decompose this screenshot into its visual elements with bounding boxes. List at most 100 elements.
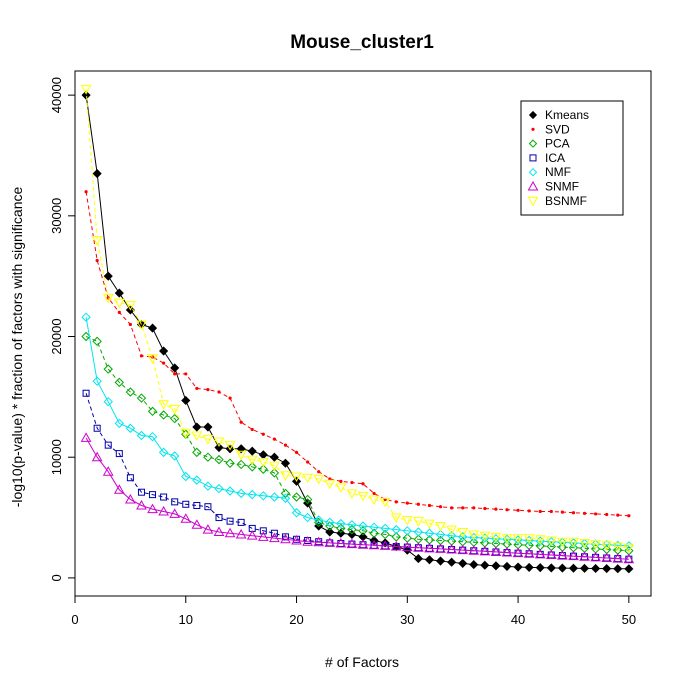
- data-point: [236, 459, 246, 470]
- data-point: [125, 493, 136, 504]
- data-point: [246, 455, 258, 466]
- data-point: [427, 503, 432, 508]
- data-point: [512, 534, 524, 544]
- data-point: [306, 460, 310, 464]
- legend-label-svd: SVD: [545, 122, 570, 136]
- data-point: [472, 506, 476, 510]
- data-point: [270, 529, 278, 537]
- data-point: [84, 190, 88, 194]
- data-point: [169, 404, 181, 415]
- data-point: [302, 536, 313, 546]
- data-point: [401, 541, 413, 552]
- data-point: [269, 492, 280, 502]
- data-point: [560, 510, 564, 514]
- data-point: [117, 310, 121, 314]
- data-point: [491, 561, 501, 571]
- data-point: [291, 508, 302, 518]
- legend-label-nmf: NMF: [545, 165, 571, 179]
- data-point: [531, 127, 535, 131]
- data-point: [313, 536, 325, 547]
- data-point: [203, 481, 213, 491]
- data-point: [413, 517, 424, 527]
- data-point: [195, 386, 199, 391]
- data-point: [203, 422, 213, 432]
- data-point: [170, 363, 180, 373]
- data-point: [527, 180, 539, 191]
- data-point: [147, 503, 158, 514]
- data-point: [258, 450, 268, 460]
- data-point: [579, 538, 590, 549]
- data-point: [616, 513, 620, 517]
- data-point: [80, 85, 92, 95]
- data-point: [180, 513, 192, 523]
- data-point: [213, 437, 225, 448]
- data-point: [115, 450, 123, 458]
- data-point: [568, 550, 579, 561]
- data-point: [357, 491, 369, 502]
- data-point: [126, 474, 134, 482]
- series-layer: [80, 85, 635, 574]
- data-point: [405, 501, 409, 505]
- data-point: [483, 506, 487, 511]
- data-point: [479, 531, 491, 542]
- data-point: [214, 442, 224, 453]
- data-point: [435, 556, 446, 566]
- data-point: [247, 489, 257, 500]
- data-point: [549, 509, 553, 514]
- data-point: [169, 451, 180, 461]
- data-point: [169, 413, 180, 424]
- data-point: [328, 477, 332, 481]
- data-point: [224, 527, 236, 538]
- y-tick-label: 40000: [49, 77, 64, 113]
- data-point: [469, 532, 479, 543]
- data-point: [516, 508, 520, 512]
- data-point: [538, 509, 542, 514]
- legend-label-bsnmf: BSNMF: [545, 194, 587, 208]
- data-point: [237, 518, 245, 526]
- data-point: [104, 441, 112, 449]
- data-point: [272, 437, 276, 441]
- data-point: [103, 396, 113, 407]
- series-bsnmf: [80, 85, 635, 554]
- data-point: [247, 462, 257, 472]
- y-tick-label: 0: [49, 574, 64, 581]
- data-point: [191, 519, 203, 529]
- data-point: [173, 372, 177, 376]
- data-point: [528, 167, 538, 177]
- data-point: [204, 503, 212, 511]
- data-point: [160, 493, 168, 501]
- data-point: [158, 447, 169, 458]
- data-point: [590, 551, 601, 562]
- data-point: [557, 550, 568, 560]
- data-point: [358, 526, 368, 536]
- data-point: [269, 452, 279, 462]
- y-tick-label: 10000: [49, 439, 64, 475]
- series-line-snmf: [85, 437, 629, 560]
- data-point: [92, 376, 102, 386]
- data-point: [113, 298, 125, 309]
- data-point: [280, 458, 291, 468]
- data-point: [103, 364, 113, 374]
- x-tick-label: 30: [400, 612, 414, 627]
- data-point: [214, 483, 224, 494]
- data-point: [416, 502, 420, 506]
- data-point: [339, 479, 343, 483]
- data-point: [125, 301, 136, 311]
- data-point: [291, 492, 302, 502]
- data-point: [158, 505, 169, 516]
- data-point: [346, 489, 358, 499]
- y-axis-label: -log10(p-value) * fraction of factors wi…: [9, 186, 25, 507]
- data-point: [579, 551, 590, 561]
- data-point: [458, 558, 468, 568]
- data-point: [623, 553, 635, 564]
- data-point: [457, 532, 468, 542]
- data-point: [258, 491, 269, 501]
- data-point: [624, 564, 634, 574]
- data-point: [325, 521, 335, 531]
- data-point: [568, 563, 579, 573]
- data-point: [302, 494, 313, 505]
- data-point: [283, 443, 288, 447]
- data-point: [182, 500, 190, 508]
- data-point: [461, 506, 465, 510]
